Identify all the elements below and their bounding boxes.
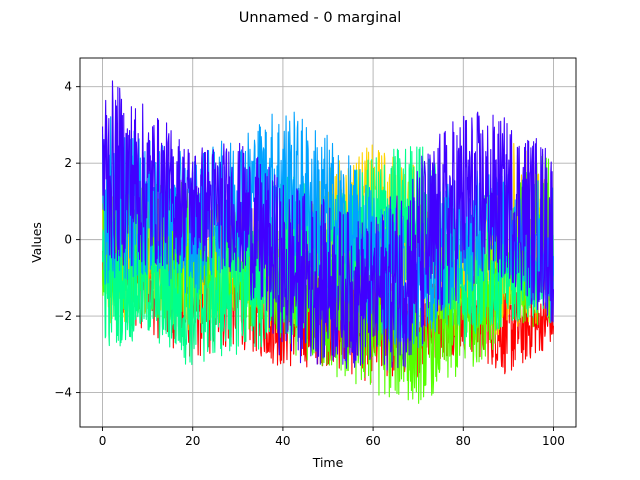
x-tick-label: 60 [365, 434, 380, 448]
x-tick-label: 20 [185, 434, 200, 448]
x-tick-label: 80 [456, 434, 471, 448]
y-tick-label: 4 [64, 80, 72, 94]
x-tick-label: 0 [99, 434, 107, 448]
y-tick-label: −4 [54, 386, 72, 400]
chart-title: Unnamed - 0 marginal [239, 10, 401, 26]
plot-series [102, 80, 554, 404]
y-tick-label: 2 [64, 156, 72, 170]
x-axis-label: Time [312, 455, 344, 470]
y-axis: −4 −2 0 2 4 [54, 80, 80, 400]
x-tick-label: 40 [275, 434, 290, 448]
axes-frame [79, 57, 577, 428]
y-tick-label: 0 [64, 233, 72, 247]
y-tick-label: −2 [54, 309, 72, 323]
x-tick-label: 100 [542, 434, 565, 448]
y-axis-label: Values [29, 222, 44, 263]
x-axis: 0 20 40 60 80 100 [99, 427, 565, 448]
series-line-6 [102, 80, 554, 371]
